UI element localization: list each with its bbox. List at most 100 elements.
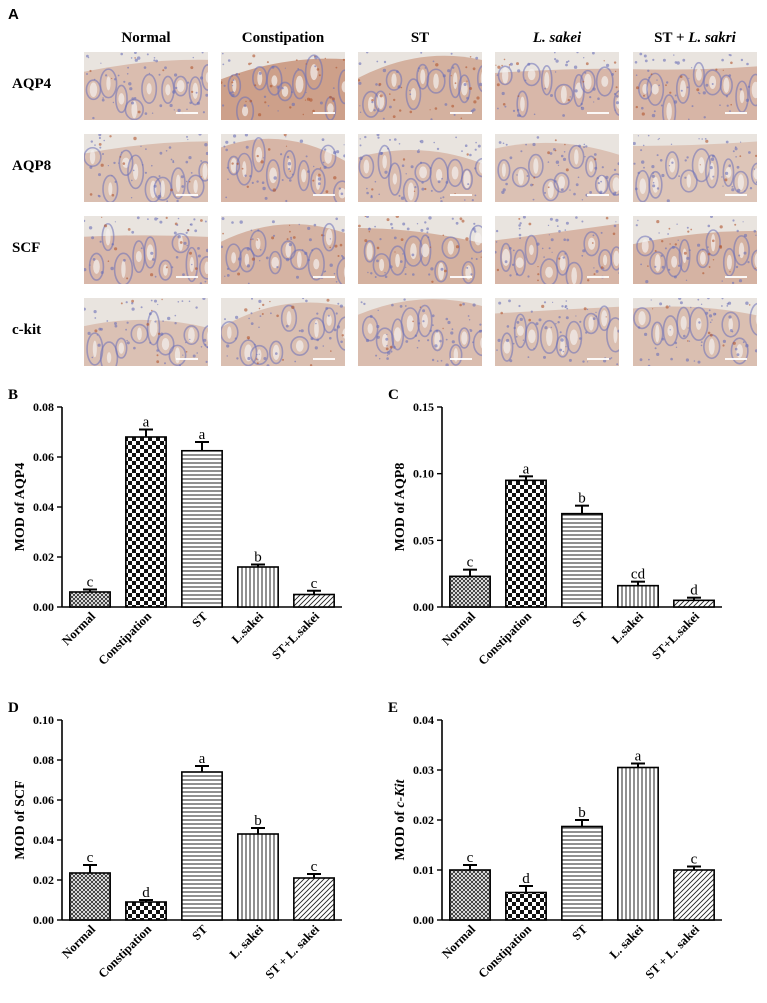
y-tick-label: 0.10 [413,467,434,481]
bar [125,901,167,921]
chart-d: D MOD of SCF 0.00 0.02 0.04 0.06 0.08 0.10 c Norm… [8,700,342,982]
column-header: Normal [121,30,171,46]
micrograph-grid: A Normal Constipation ST L. sakei ST + L. sa… [0,0,767,380]
significance-letter: c [311,576,318,592]
y-tick-label: 0.06 [33,450,54,464]
y-axis-label: MOD of SCF [13,780,28,859]
significance-letter: c [311,859,318,875]
significance-letter: c [87,575,94,591]
y-tick-label: 0.00 [33,600,54,614]
significance-letter: c [87,850,94,866]
significance-letter: b [578,491,586,507]
y-tick-label: 0.04 [33,833,54,847]
significance-letter: b [254,550,262,566]
y-tick-label: 0.08 [33,400,54,414]
bar [505,891,547,921]
micrograph-tile [633,298,757,366]
significance-letter: c [467,555,474,571]
micrograph-tile [221,298,345,366]
bar [617,766,659,921]
bar [449,869,491,921]
micrograph-tile [633,52,757,120]
x-tick-label: L.sakei [229,609,267,647]
x-tick-label: ST+L.sakei [269,609,322,662]
y-axis-label: MOD of c-Kit [393,778,408,860]
significance-letter: c [691,852,698,868]
bar [505,479,547,608]
micrograph-tile [221,52,345,120]
micrograph-tile [221,134,345,202]
bar [561,512,603,608]
chart-e: E MOD of c-Kit 0.00 0.01 0.02 0.03 0.04 c Normal… [388,700,722,982]
micrograph-tile [358,134,482,202]
bar [181,771,223,921]
y-tick-label: 0.08 [33,753,54,767]
micrograph-tile [633,216,757,284]
bar [181,449,223,608]
bar [617,584,659,608]
micrograph-tile [84,52,208,120]
y-axis-label: MOD of AQP8 [393,463,408,552]
micrograph-tile [495,216,619,284]
row-header: c-kit [12,322,42,338]
y-tick-label: 0.02 [33,873,54,887]
micrograph-tile [358,216,482,284]
micrograph-tile [495,52,619,120]
y-tick-label: 0.15 [413,400,434,414]
bar [673,599,715,608]
column-header: ST + L. sakri [654,30,736,46]
panel-label: E [388,700,398,716]
x-tick-label: ST+L.sakei [649,609,702,662]
significance-letter: d [522,871,530,887]
y-axis-label: MOD of AQP4 [13,463,28,552]
bar [69,872,111,921]
row-header: AQP4 [12,76,52,92]
x-tick-label: Constipation [96,609,155,668]
y-tick-label: 0.01 [413,863,434,877]
panel-label: C [388,387,399,403]
y-tick-label: 0.02 [33,550,54,564]
x-tick-label: Constipation [476,922,535,981]
micrograph-tile [84,134,208,202]
column-header: L. sakei [532,30,582,46]
micrograph-tile [84,216,208,284]
panel-label: D [8,700,19,716]
significance-letter: a [635,749,642,765]
bar [449,575,491,608]
y-tick-label: 0.10 [33,713,54,727]
x-tick-label: ST + L. sakei [263,922,323,982]
row-header: SCF [12,240,41,256]
bar [561,825,603,921]
micrograph-tile [221,216,345,284]
bar [237,566,279,608]
significance-letter: d [142,885,150,901]
y-tick-label: 0.00 [413,600,434,614]
y-tick-label: 0.05 [413,533,434,547]
x-tick-label: Normal [59,609,98,648]
column-header: Constipation [241,30,325,46]
chart-b: B MOD of AQP4 0.00 0.02 0.04 0.06 0.08 c Normal a… [8,387,342,668]
y-tick-label: 0.04 [33,500,54,514]
bar [673,869,715,921]
y-tick-label: 0.02 [413,813,434,827]
micrograph-tile [633,134,757,202]
x-tick-label: Constipation [96,922,155,981]
micrograph-tile [358,298,482,366]
y-tick-label: 0.03 [413,763,434,777]
significance-letter: b [254,813,262,829]
y-tick-label: 0.06 [33,793,54,807]
micrograph-tile [84,298,208,366]
significance-letter: a [523,461,530,477]
x-tick-label: ST [569,922,590,943]
significance-letter: c [467,850,474,866]
bar [69,591,111,608]
significance-letter: a [199,427,206,443]
significance-letter: cd [631,567,646,583]
micrograph-tile [358,52,482,120]
row-header: AQP8 [12,158,52,174]
panel-label-a: A [8,6,19,23]
x-tick-label: Normal [59,922,98,961]
x-tick-label: L. sakei [227,922,267,962]
y-tick-label: 0.00 [33,913,54,927]
x-tick-label: ST [569,609,590,630]
